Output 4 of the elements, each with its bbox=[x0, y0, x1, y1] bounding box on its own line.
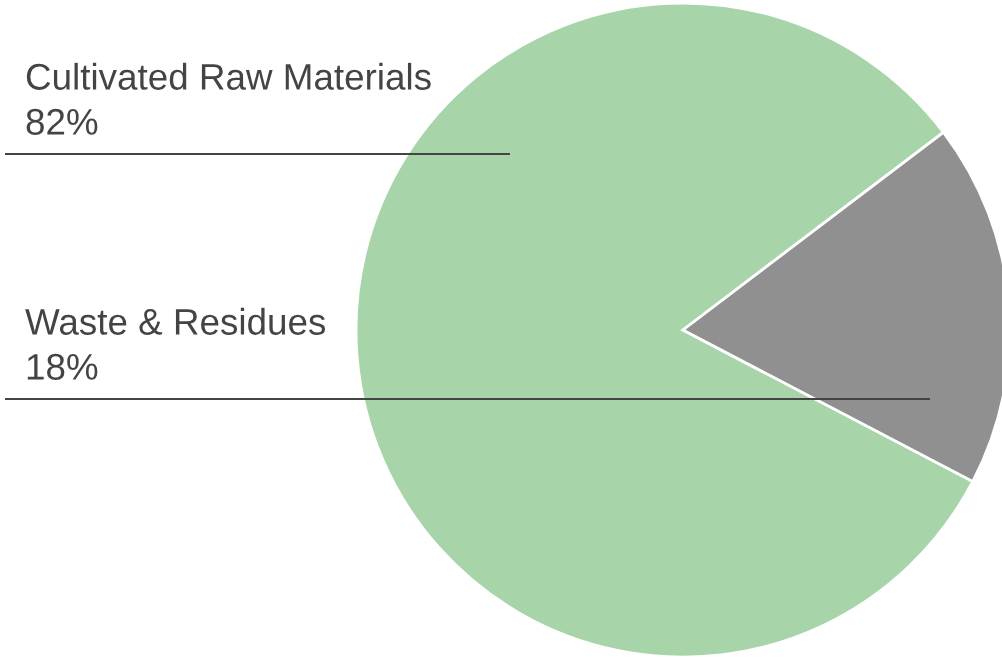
slice-label: Waste & Residues bbox=[25, 307, 326, 335]
data-label: 82% bbox=[26, 108, 98, 135]
slice-label: Cultivated Raw Materials bbox=[26, 62, 431, 90]
data-label: 18% bbox=[27, 353, 98, 380]
